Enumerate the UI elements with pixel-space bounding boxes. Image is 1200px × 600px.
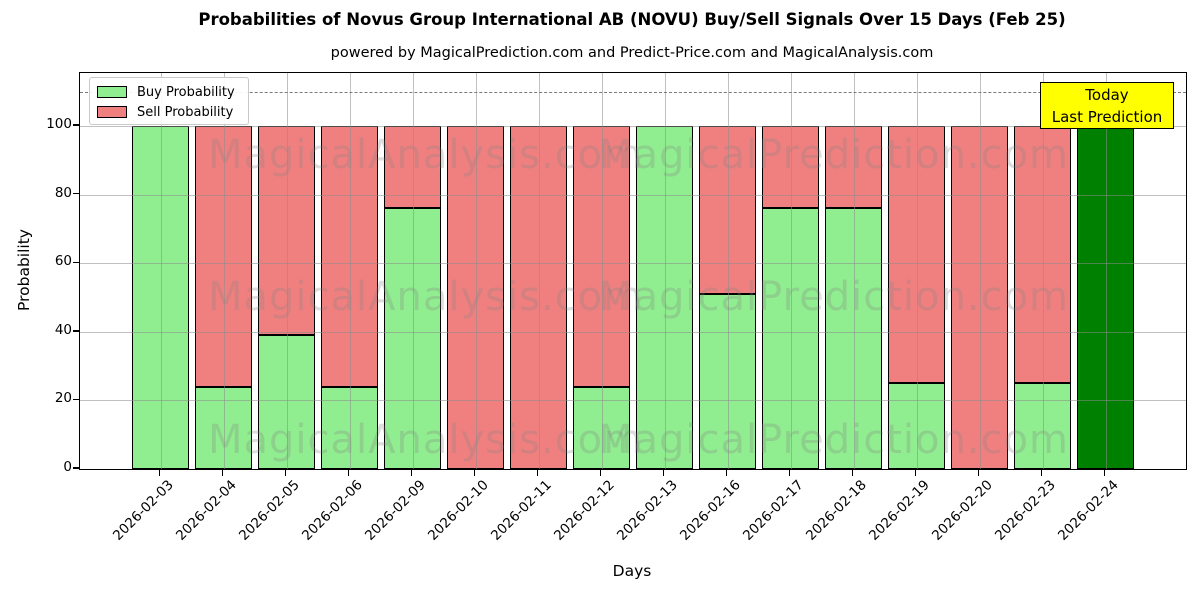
h-gridline: [80, 263, 1186, 265]
h-gridline: [80, 194, 1186, 196]
y-tick-mark: [73, 330, 79, 332]
v-gridline: [1105, 73, 1107, 469]
x-tick-mark: [725, 469, 728, 476]
y-tick-mark: [73, 192, 79, 195]
x-tick-label: 2026-02-20: [929, 477, 996, 544]
x-tick-mark: [536, 469, 539, 476]
v-gridline: [727, 73, 729, 469]
v-gridline: [412, 73, 414, 469]
x-tick-mark: [1040, 469, 1043, 476]
x-tick-label: 2026-02-24: [1055, 477, 1122, 544]
v-gridline: [160, 73, 162, 469]
x-tick-label: 2026-02-12: [551, 477, 618, 544]
x-tick-label: 2026-02-10: [425, 477, 492, 544]
x-tick-mark: [284, 469, 287, 476]
y-tick-label: 80: [54, 184, 72, 201]
y-tick-label: 40: [54, 321, 72, 338]
y-tick-mark: [73, 467, 79, 469]
v-gridline: [790, 73, 792, 469]
x-tick-label: 2026-02-09: [362, 477, 429, 544]
legend-item-sell: Sell Probability: [97, 104, 233, 120]
x-tick-label: 2026-02-17: [740, 477, 807, 544]
x-tick-mark: [977, 469, 980, 476]
x-tick-label: 2026-02-06: [299, 477, 366, 544]
x-tick-label: 2026-02-19: [866, 477, 933, 544]
reference-dashed-line: [80, 91, 1186, 93]
x-tick-mark: [599, 469, 602, 476]
v-gridline: [916, 73, 918, 469]
chart-legend: Buy Probability Sell Probability: [89, 77, 249, 125]
x-tick-mark: [221, 469, 224, 476]
v-gridline: [475, 73, 477, 469]
v-gridline: [538, 73, 540, 469]
plot-canvas: MagicalAnalysis.com MagicalPrediction.com…: [80, 73, 1186, 469]
x-tick-mark: [788, 469, 791, 476]
h-gridline: [80, 400, 1186, 402]
today-annotation-line2: Last Prediction: [1051, 108, 1163, 126]
x-tick-label: 2026-02-03: [110, 477, 177, 544]
x-tick-mark: [914, 469, 917, 476]
v-gridline: [853, 73, 855, 469]
x-tick-label: 2026-02-11: [488, 477, 555, 544]
x-tick-mark: [1103, 469, 1106, 476]
x-tick-label: 2026-02-13: [614, 477, 681, 544]
y-tick-mark: [73, 398, 79, 401]
x-tick-mark: [158, 469, 161, 476]
x-tick-mark: [347, 469, 350, 476]
x-tick-mark: [662, 469, 665, 476]
today-annotation-line1: Today: [1085, 86, 1129, 104]
h-gridline: [80, 331, 1186, 333]
sell-color-swatch: [97, 106, 127, 118]
today-annotation-box: Today Last Prediction: [1040, 82, 1174, 129]
legend-label-sell: Sell Probability: [137, 104, 234, 120]
y-tick-label: 100: [46, 116, 72, 133]
h-gridline: [80, 126, 1186, 128]
y-tick-mark: [73, 124, 79, 126]
x-tick-mark: [851, 469, 854, 476]
x-tick-label: 2026-02-23: [992, 477, 1059, 544]
y-axis-label: Probability: [15, 229, 33, 311]
v-gridline: [601, 73, 603, 469]
chart-title: Probabilities of Novus Group Internation…: [198, 10, 1066, 29]
legend-item-buy: Buy Probability: [97, 84, 235, 100]
legend-label-buy: Buy Probability: [137, 84, 235, 100]
x-tick-mark: [473, 469, 476, 476]
v-gridline: [286, 73, 288, 469]
y-tick-mark: [73, 261, 79, 264]
x-tick-label: 2026-02-05: [236, 477, 303, 544]
plot-area: MagicalAnalysis.com MagicalPrediction.com…: [79, 72, 1187, 470]
buy-color-swatch: [97, 86, 127, 98]
y-tick-label: 20: [54, 390, 72, 407]
v-gridline: [979, 73, 981, 469]
v-gridline: [1042, 73, 1044, 469]
v-gridline: [223, 73, 225, 469]
x-tick-mark: [410, 469, 413, 476]
x-tick-label: 2026-02-04: [173, 477, 240, 544]
x-tick-label: 2026-02-16: [677, 477, 744, 544]
y-tick-label: 60: [54, 253, 72, 270]
x-axis-label: Days: [612, 562, 652, 580]
x-tick-label: 2026-02-18: [803, 477, 870, 544]
v-gridline: [664, 73, 666, 469]
chart-subtitle: powered by MagicalPrediction.com and Pre…: [330, 45, 934, 61]
y-tick-label: 0: [63, 459, 72, 475]
v-gridline: [349, 73, 351, 469]
